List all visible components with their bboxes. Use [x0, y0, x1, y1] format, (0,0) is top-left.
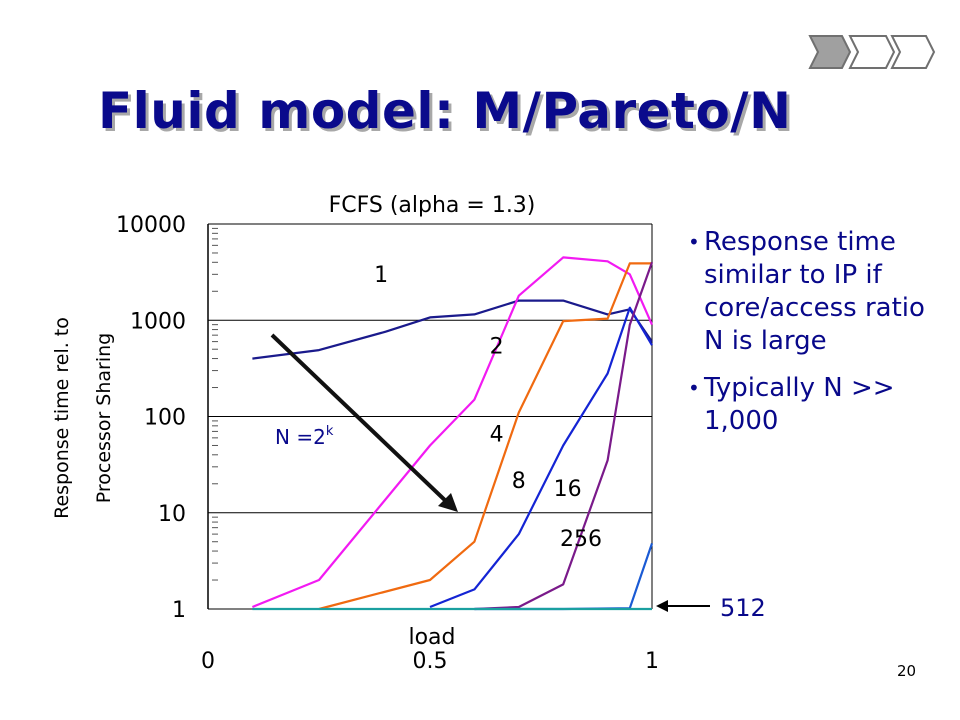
- bullet-text: Typically N >> 1,000: [704, 373, 895, 436]
- series-labels: 1 2 48 16 256: [374, 263, 602, 552]
- x-tick-labels: 0 0.5 1: [201, 649, 659, 674]
- bullet-item: • Typically N >> 1,000: [688, 372, 928, 438]
- series-lines: [251, 256, 654, 611]
- series-label-2: 2: [490, 335, 504, 360]
- y-tick-label: 100: [144, 406, 186, 431]
- series-label-4: 4: [490, 422, 504, 447]
- trend-arrow-head-icon: [438, 493, 458, 512]
- series-line-8: [429, 306, 653, 609]
- n-formula-exponent: k: [326, 424, 334, 439]
- y-axis-title-line: Response time rel. to: [51, 317, 73, 519]
- bullet-dot-icon: •: [688, 230, 700, 254]
- nav-arrows: [808, 35, 936, 69]
- callout-arrow-head-icon: [656, 600, 668, 612]
- series-line-16: [474, 261, 654, 611]
- y-tick-label: 1: [172, 598, 186, 623]
- trend-arrow: [270, 333, 452, 507]
- y-tick-label: 10: [158, 502, 186, 527]
- n-formula-label: N =2k: [275, 424, 334, 449]
- bullet-item: • Response time similar to IP if core/acc…: [688, 226, 928, 358]
- series-label-256: 256: [560, 527, 602, 552]
- series-line-2: [251, 256, 654, 609]
- chart-title: FCFS (alpha = 1.3): [329, 193, 536, 218]
- x-tick-label: 0.5: [413, 649, 448, 674]
- page-number: 20: [897, 662, 917, 680]
- slide-title: Fluid model: M/Pareto/N: [98, 82, 792, 140]
- nav-arrow-white-icon: [848, 35, 896, 69]
- bullet-list: • Response time similar to IP if core/acc…: [688, 226, 928, 452]
- y-tick-label: 1000: [130, 309, 186, 334]
- n-formula-base: N =2: [275, 425, 326, 449]
- series-line-256: [474, 543, 654, 611]
- series-line-1: [252, 299, 653, 360]
- x-tick-label: 1: [645, 649, 659, 674]
- nav-arrow-white-icon: [890, 35, 936, 69]
- callout-512-label: 512: [720, 594, 766, 622]
- y-tick-labels: 10000 1000 100 10 1: [116, 213, 186, 623]
- y-axis-title-line: Processor Sharing: [93, 333, 115, 504]
- y-axis-title: Response time rel. to Processor Sharing: [51, 317, 115, 519]
- nav-arrow-gray-icon: [808, 35, 852, 69]
- bullet-dot-icon: •: [688, 376, 700, 400]
- minor-ticks: [212, 227, 218, 581]
- y-tick-label: 10000: [116, 213, 186, 238]
- series-label-16: 16: [554, 477, 582, 502]
- series-label-1: 1: [374, 263, 388, 288]
- series-line-4: [318, 262, 652, 611]
- series-label-8: 8: [512, 469, 526, 494]
- x-tick-label: 0: [201, 649, 215, 674]
- bullet-text: Response time similar to IP if core/acce…: [704, 227, 925, 356]
- x-axis-title: load: [408, 625, 455, 650]
